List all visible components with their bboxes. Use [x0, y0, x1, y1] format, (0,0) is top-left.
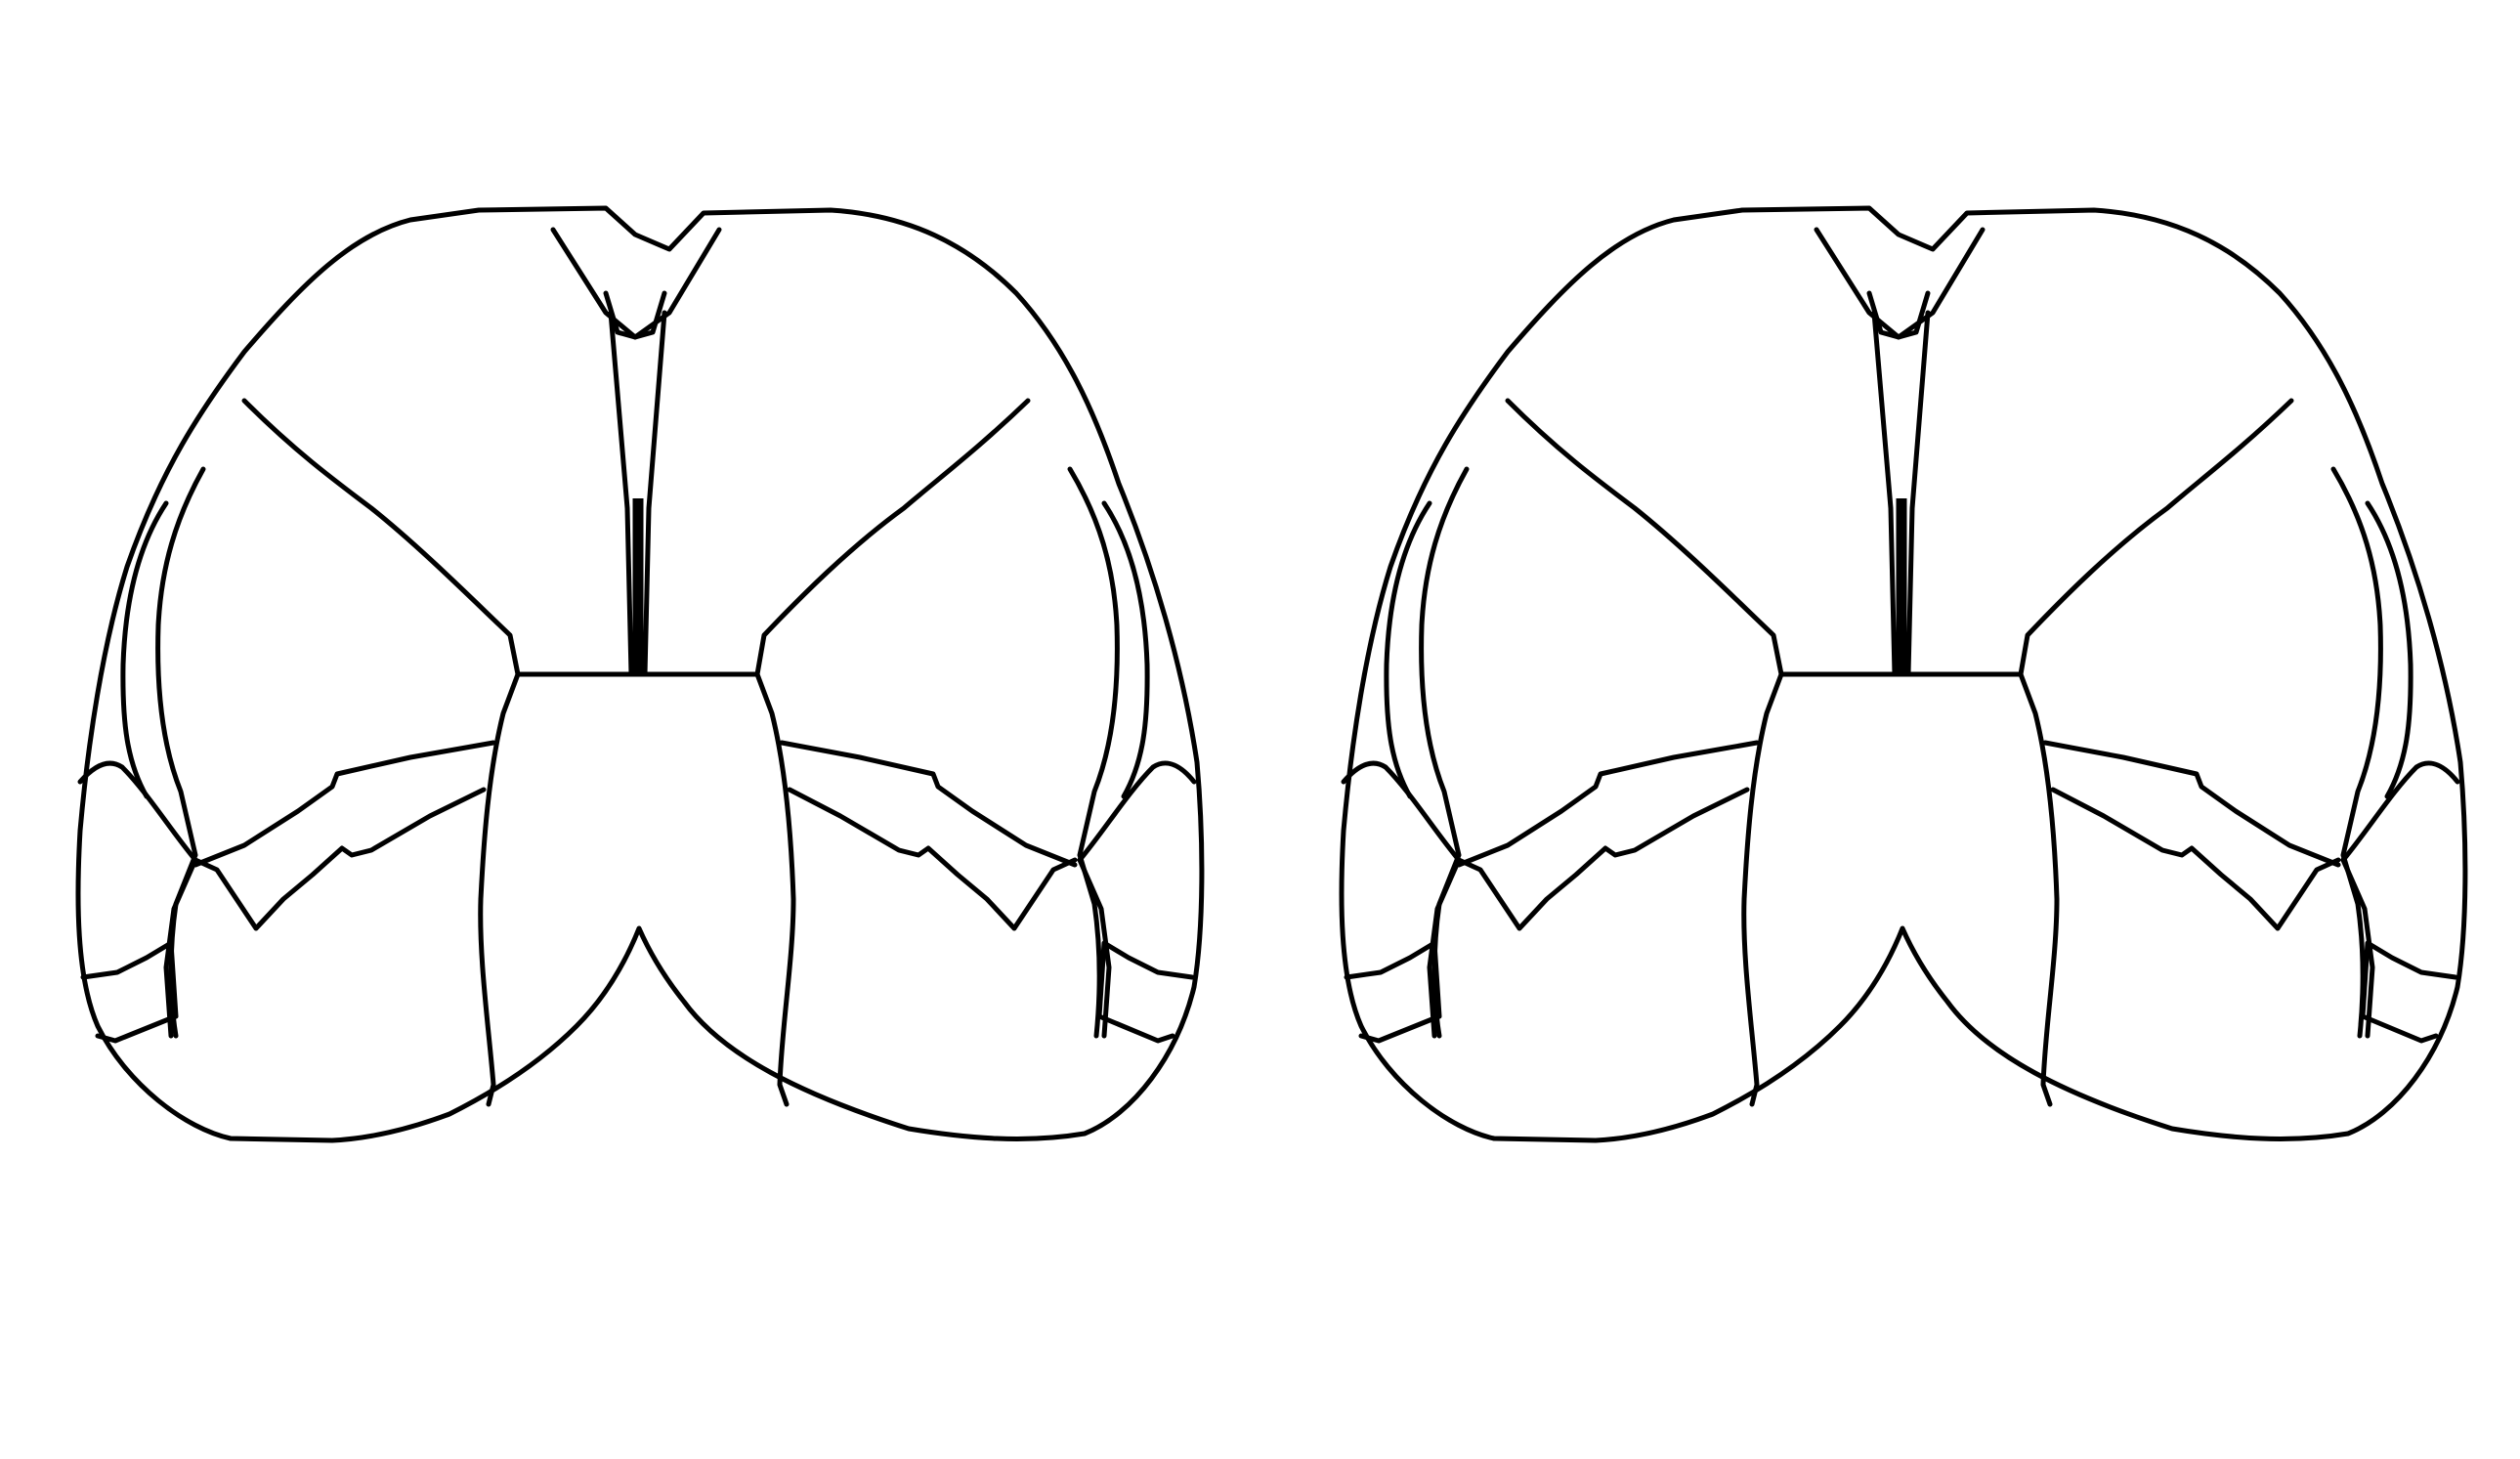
right-panel — [1342, 208, 2465, 1140]
left-panel — [78, 208, 1202, 1140]
